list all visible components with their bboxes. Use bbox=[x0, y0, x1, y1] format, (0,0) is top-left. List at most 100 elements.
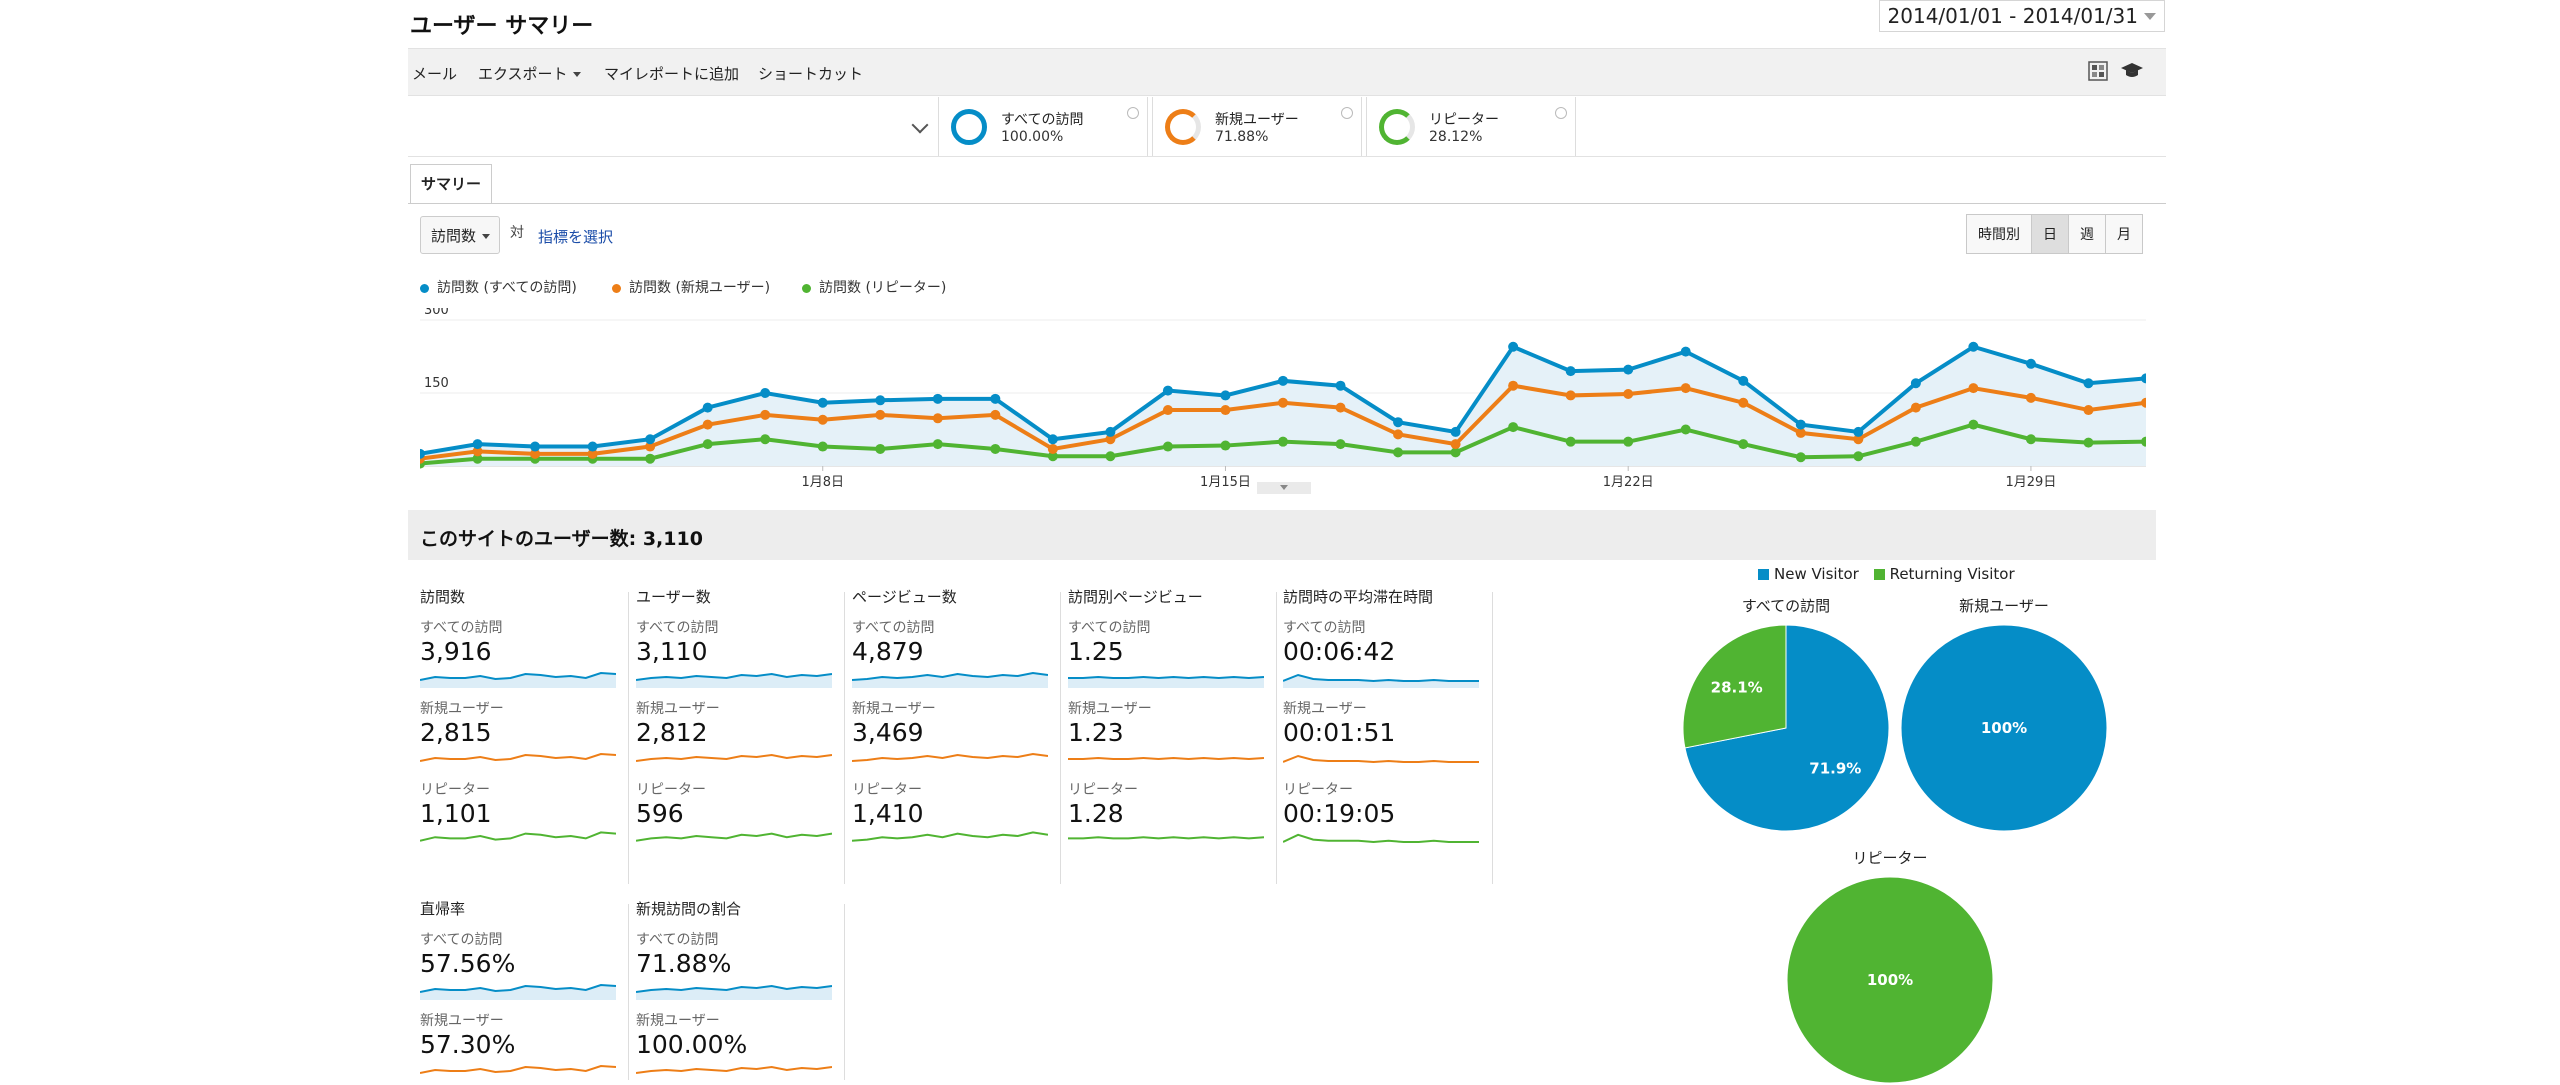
data-point[interactable] bbox=[990, 409, 1001, 420]
data-point[interactable] bbox=[1105, 451, 1116, 462]
data-point[interactable] bbox=[817, 397, 828, 408]
data-point[interactable] bbox=[2083, 378, 2094, 389]
data-point[interactable] bbox=[1335, 439, 1346, 450]
add-to-dashboard-button[interactable]: マイレポートに追加 bbox=[604, 65, 740, 83]
legend-item[interactable]: 訪問数 (新規ユーザー) bbox=[612, 277, 770, 297]
data-point[interactable] bbox=[760, 409, 771, 420]
granularity-day-button[interactable]: 日 bbox=[2031, 214, 2069, 254]
data-point[interactable] bbox=[1335, 402, 1346, 413]
data-point[interactable] bbox=[1795, 427, 1806, 438]
data-point[interactable] bbox=[530, 448, 541, 459]
data-point[interactable] bbox=[1565, 366, 1576, 377]
chart-resize-handle[interactable] bbox=[1257, 482, 1311, 494]
data-point[interactable] bbox=[2083, 405, 2094, 416]
data-point[interactable] bbox=[1220, 405, 1231, 416]
data-point[interactable] bbox=[875, 443, 886, 454]
data-point[interactable] bbox=[1450, 426, 1461, 437]
data-point[interactable] bbox=[760, 388, 771, 398]
data-point[interactable] bbox=[1680, 424, 1691, 435]
granularity-week-button[interactable]: 週 bbox=[2068, 214, 2106, 254]
segment-all-visits[interactable]: すべての訪問 100.00% bbox=[938, 97, 1148, 157]
data-point[interactable] bbox=[1220, 390, 1231, 401]
tab-summary[interactable]: サマリー bbox=[410, 164, 492, 203]
data-point[interactable] bbox=[702, 402, 713, 413]
data-point[interactable] bbox=[1450, 447, 1461, 458]
data-point[interactable] bbox=[1853, 451, 1864, 462]
data-point[interactable] bbox=[1565, 436, 1576, 447]
data-point[interactable] bbox=[1968, 341, 1979, 352]
segment-picker[interactable] bbox=[408, 97, 936, 157]
data-point[interactable] bbox=[932, 413, 943, 424]
qr-grid-icon[interactable] bbox=[2088, 61, 2108, 85]
data-point[interactable] bbox=[645, 434, 656, 445]
data-point[interactable] bbox=[1047, 443, 1058, 454]
data-point[interactable] bbox=[1968, 383, 1979, 394]
data-point[interactable] bbox=[1795, 419, 1806, 430]
pie-slice[interactable] bbox=[1900, 624, 2108, 832]
data-point[interactable] bbox=[1738, 375, 1749, 386]
data-point[interactable] bbox=[2141, 397, 2146, 408]
data-point[interactable] bbox=[2141, 373, 2146, 384]
data-point[interactable] bbox=[1910, 378, 1921, 389]
granularity-month-button[interactable]: 月 bbox=[2105, 214, 2143, 254]
data-point[interactable] bbox=[1278, 375, 1288, 386]
pie-legend-item[interactable]: Returning Visitor bbox=[1873, 565, 2015, 583]
data-point[interactable] bbox=[1623, 388, 1634, 399]
data-point[interactable] bbox=[1910, 436, 1921, 447]
data-point[interactable] bbox=[1623, 436, 1634, 447]
data-point[interactable] bbox=[1047, 451, 1058, 462]
data-point[interactable] bbox=[420, 448, 425, 459]
data-point[interactable] bbox=[1278, 397, 1288, 408]
data-point[interactable] bbox=[1680, 383, 1691, 394]
data-point[interactable] bbox=[1853, 426, 1864, 437]
data-point[interactable] bbox=[1047, 434, 1058, 445]
remove-segment-icon[interactable] bbox=[1127, 107, 1139, 119]
data-point[interactable] bbox=[1393, 447, 1404, 458]
data-point[interactable] bbox=[1162, 385, 1173, 396]
metric-select[interactable]: 訪問数 bbox=[420, 216, 500, 254]
pie-chart[interactable]: 100% bbox=[1899, 623, 2109, 833]
data-point[interactable] bbox=[472, 439, 483, 450]
data-point[interactable] bbox=[1565, 390, 1576, 401]
data-point[interactable] bbox=[2025, 434, 2036, 445]
segment-new-users[interactable]: 新規ユーザー 71.88% bbox=[1152, 97, 1362, 157]
pie-chart[interactable]: 71.9% 28.1% bbox=[1681, 623, 1891, 833]
data-point[interactable] bbox=[645, 453, 656, 464]
data-point[interactable] bbox=[530, 441, 541, 452]
data-point[interactable] bbox=[645, 441, 656, 452]
data-point[interactable] bbox=[817, 441, 828, 452]
data-point[interactable] bbox=[1220, 440, 1231, 451]
data-point[interactable] bbox=[2083, 437, 2094, 448]
data-point[interactable] bbox=[932, 393, 943, 404]
data-point[interactable] bbox=[1738, 397, 1749, 408]
shortcut-button[interactable]: ショートカット bbox=[758, 65, 864, 83]
data-point[interactable] bbox=[817, 414, 828, 425]
data-point[interactable] bbox=[472, 446, 483, 457]
data-point[interactable] bbox=[702, 439, 713, 450]
data-point[interactable] bbox=[1393, 417, 1404, 428]
data-point[interactable] bbox=[1623, 364, 1634, 375]
segment-returning[interactable]: リピーター 28.12% bbox=[1366, 97, 1576, 157]
graduation-cap-icon[interactable] bbox=[2120, 61, 2144, 85]
data-point[interactable] bbox=[1162, 405, 1173, 416]
pie-slice[interactable] bbox=[1682, 624, 1787, 749]
data-point[interactable] bbox=[1508, 422, 1519, 433]
export-menu[interactable]: エクスポート bbox=[478, 63, 581, 84]
data-point[interactable] bbox=[472, 453, 483, 464]
data-point[interactable] bbox=[1853, 434, 1864, 445]
data-point[interactable] bbox=[1738, 439, 1749, 450]
data-point[interactable] bbox=[2141, 436, 2146, 447]
data-point[interactable] bbox=[1508, 380, 1519, 391]
legend-item[interactable]: 訪問数 (すべての訪問) bbox=[420, 277, 577, 297]
data-point[interactable] bbox=[1278, 436, 1288, 447]
data-point[interactable] bbox=[587, 441, 598, 452]
data-point[interactable] bbox=[1450, 439, 1461, 450]
pie-slice[interactable] bbox=[1684, 624, 1890, 832]
data-point[interactable] bbox=[1393, 429, 1404, 440]
remove-segment-icon[interactable] bbox=[1341, 107, 1353, 119]
visits-line-chart[interactable]: 300 150 1月8日 1月15日 1月22日 1月29日 bbox=[420, 308, 2146, 488]
data-point[interactable] bbox=[2025, 392, 2036, 403]
remove-segment-icon[interactable] bbox=[1555, 107, 1567, 119]
data-point[interactable] bbox=[1162, 441, 1173, 452]
data-point[interactable] bbox=[702, 419, 713, 430]
